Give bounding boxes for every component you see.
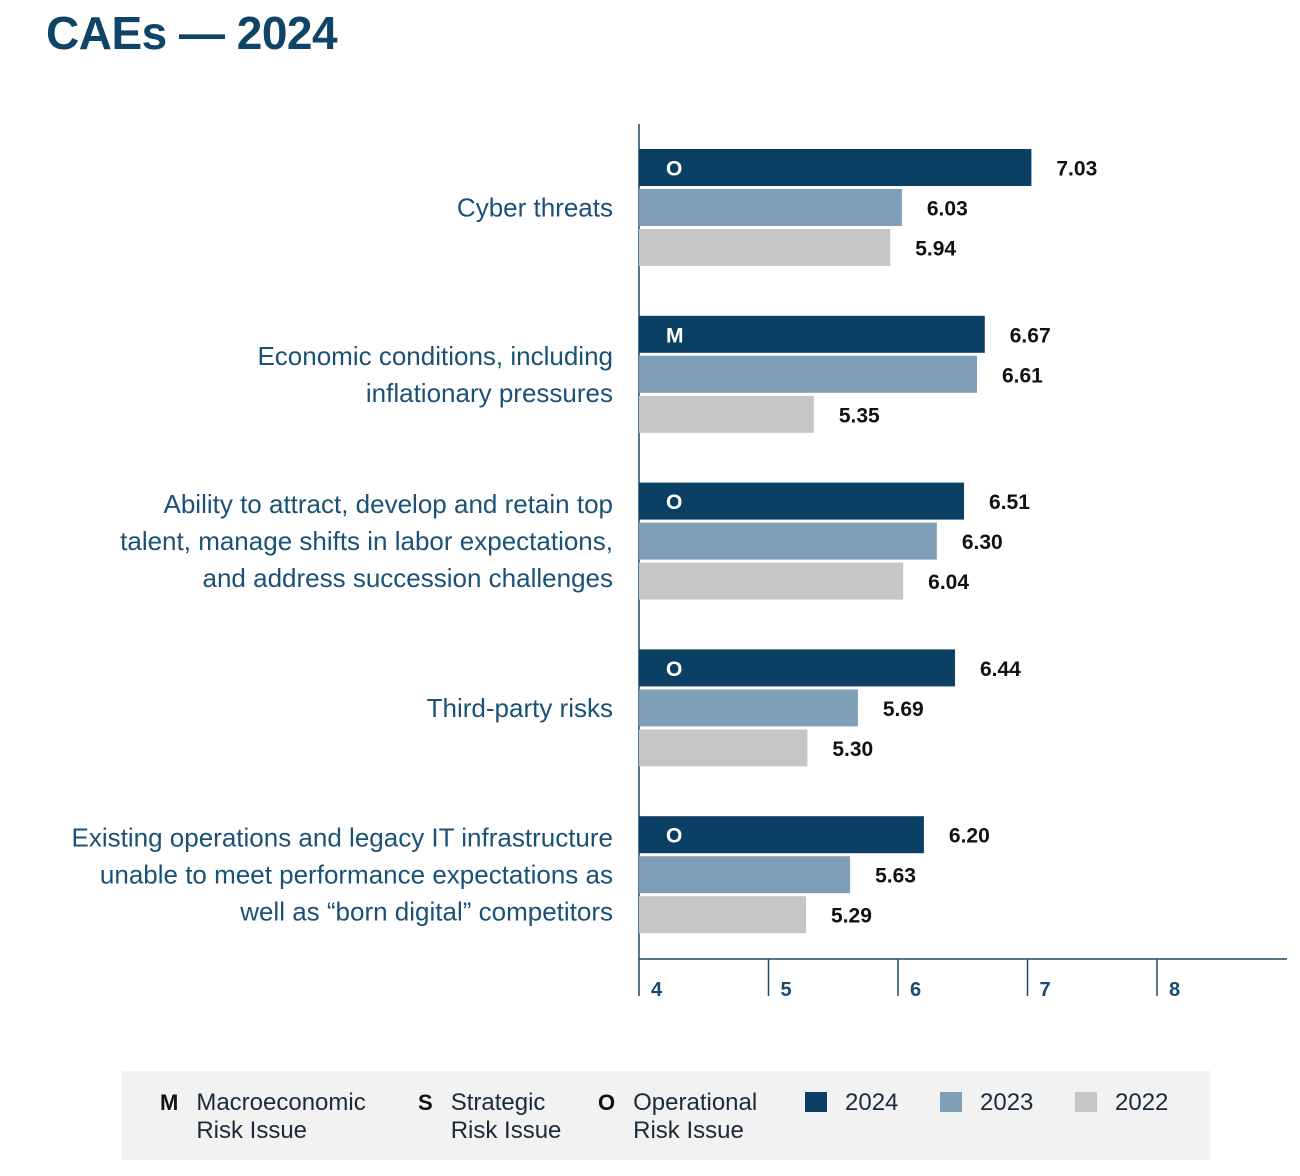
bar-2023 bbox=[639, 856, 851, 894]
bar-2022 bbox=[639, 229, 891, 266]
x-tick-label: 8 bbox=[1169, 979, 1180, 1001]
category-label: Third-party risks bbox=[427, 693, 613, 723]
bar-2023 bbox=[639, 189, 902, 226]
legend-text-line1: Macroeconomic bbox=[196, 1089, 366, 1116]
legend-swatch-2022 bbox=[1075, 1092, 1097, 1112]
x-tick-label: 4 bbox=[651, 979, 663, 1001]
legend-code-o: O bbox=[598, 1090, 616, 1115]
category-label: unable to meet performance expectations … bbox=[100, 860, 613, 890]
data-label-2023: 6.30 bbox=[962, 531, 1003, 554]
legend-item-2022: 2022 bbox=[1075, 1089, 1168, 1117]
bar-2024 bbox=[639, 649, 955, 687]
category-label: inflationary pressures bbox=[366, 378, 613, 408]
category-label: Ability to attract, develop and retain t… bbox=[164, 489, 614, 519]
legend-swatch-2024 bbox=[805, 1092, 827, 1112]
bar-2024 bbox=[639, 816, 924, 854]
legend-year-2022: 2022 bbox=[1115, 1089, 1169, 1116]
x-tick-label: 5 bbox=[781, 979, 792, 1001]
legend-text-line1: Strategic bbox=[450, 1089, 546, 1116]
category-label: and address succession challenges bbox=[203, 563, 613, 593]
bar-2023 bbox=[639, 689, 858, 727]
x-tick-label: 7 bbox=[1040, 979, 1051, 1001]
bar-2022 bbox=[639, 395, 814, 433]
bar-2022 bbox=[639, 896, 807, 934]
data-label-2022: 5.30 bbox=[832, 738, 873, 761]
risk-code-label: O bbox=[666, 825, 682, 848]
legend: M Macroeconomic Risk Issue S Strategic R… bbox=[122, 1071, 1211, 1160]
data-label-2023: 6.03 bbox=[927, 198, 968, 221]
bar-2022 bbox=[639, 562, 904, 600]
data-label-2024: 6.44 bbox=[980, 658, 1021, 681]
bar-2024 bbox=[639, 315, 985, 353]
legend-text-line1: Operational bbox=[633, 1089, 758, 1116]
bar-2024 bbox=[639, 482, 965, 520]
bar-2022 bbox=[639, 729, 808, 767]
category-label: Existing operations and legacy IT infras… bbox=[72, 823, 613, 853]
legend-item-strategic: S Strategic Risk Issue bbox=[418, 1089, 561, 1145]
legend-text-line2: Risk Issue bbox=[450, 1117, 562, 1144]
legend-code-s: S bbox=[418, 1090, 433, 1115]
legend-year-2024: 2024 bbox=[845, 1089, 899, 1116]
data-label-2023: 5.69 bbox=[883, 698, 924, 721]
legend-swatch-2023 bbox=[940, 1092, 962, 1112]
legend-item-2024: 2024 bbox=[805, 1089, 898, 1117]
data-label-2024: 7.03 bbox=[1056, 158, 1097, 181]
data-label-2022: 6.04 bbox=[928, 571, 969, 594]
x-tick-label: 6 bbox=[910, 979, 921, 1001]
data-label-2024: 6.51 bbox=[989, 491, 1030, 514]
data-label-2023: 6.61 bbox=[1002, 364, 1043, 387]
legend-item-2023: 2023 bbox=[940, 1089, 1033, 1117]
category-label: talent, manage shifts in labor expectati… bbox=[120, 526, 613, 556]
bar-2023 bbox=[639, 522, 937, 560]
bar-2023 bbox=[639, 355, 977, 393]
data-label-2023: 5.63 bbox=[875, 865, 916, 888]
category-label: well as “born digital” competitors bbox=[239, 897, 613, 927]
bar-chart: 4 5 6 7 8 7.03 6.03 5.94 O Cyber threats 6.67 6.61 5… bbox=[72, 124, 1287, 1001]
legend-text-line2: Risk Issue bbox=[633, 1117, 744, 1144]
data-label-2024: 6.67 bbox=[1010, 324, 1051, 347]
risk-code-label: O bbox=[666, 658, 682, 681]
data-label-2022: 5.94 bbox=[915, 238, 956, 261]
legend-year-2023: 2023 bbox=[980, 1089, 1034, 1116]
bar-2024 bbox=[639, 149, 1032, 186]
legend-code-m: M bbox=[160, 1090, 179, 1115]
legend-item-operational: O Operational Risk Issue bbox=[598, 1089, 757, 1145]
legend-item-macroeconomic: M Macroeconomic Risk Issue bbox=[160, 1089, 366, 1145]
risk-code-label: O bbox=[666, 158, 682, 181]
legend-text-line2: Risk Issue bbox=[196, 1117, 308, 1144]
chart-title: CAEs — 2024 bbox=[46, 7, 338, 59]
data-label-2024: 6.20 bbox=[949, 825, 990, 848]
risk-code-label: M bbox=[666, 324, 684, 347]
risk-code-label: O bbox=[666, 491, 682, 514]
data-label-2022: 5.35 bbox=[839, 404, 880, 427]
category-label: Cyber threats bbox=[457, 193, 613, 223]
data-label-2022: 5.29 bbox=[831, 905, 872, 928]
category-label: Economic conditions, including bbox=[257, 341, 613, 371]
